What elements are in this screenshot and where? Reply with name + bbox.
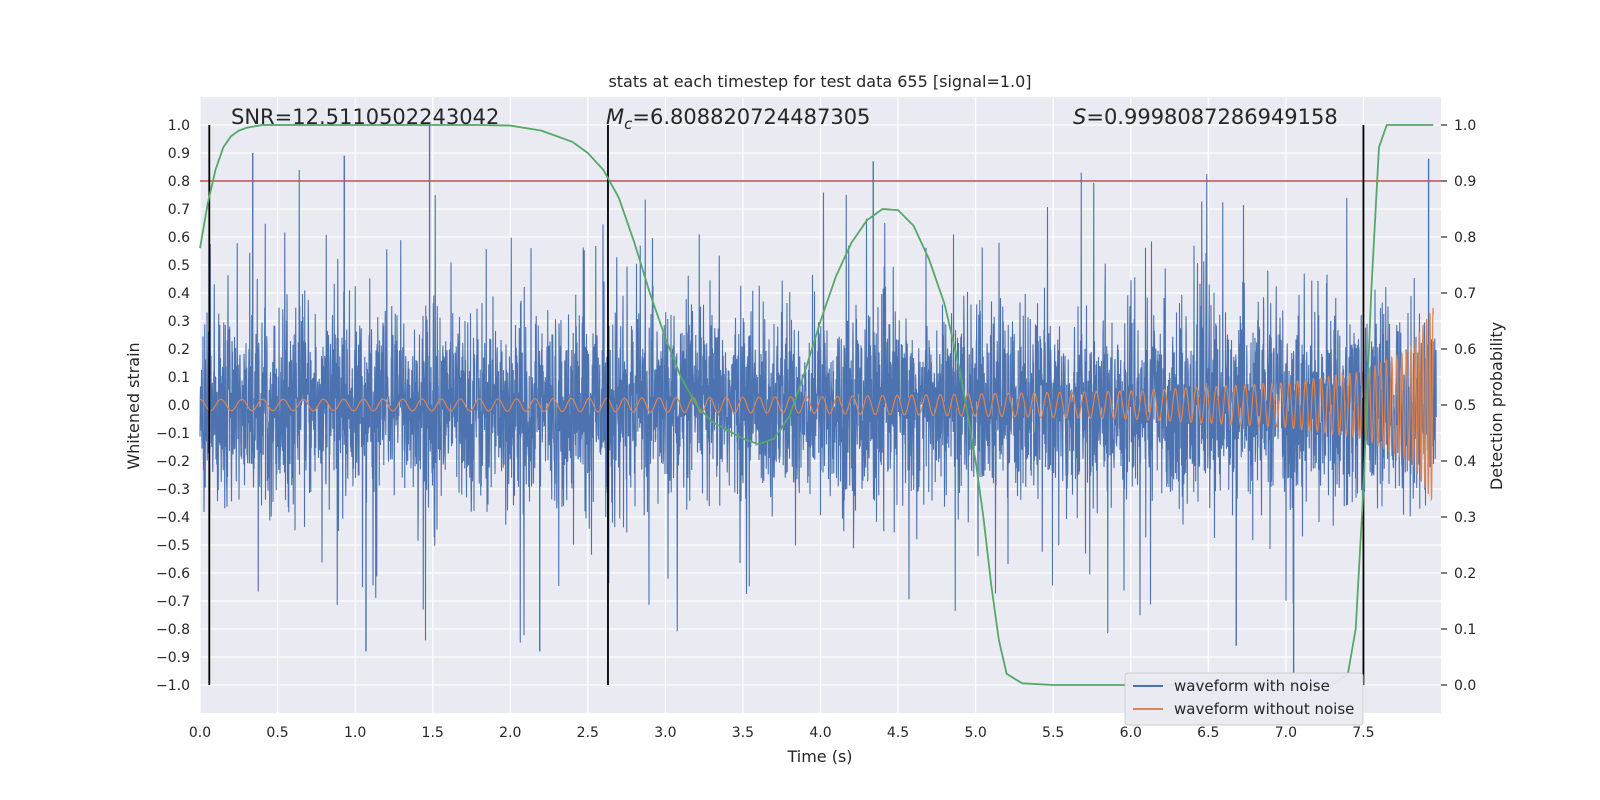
- y-tick-label: 0.2: [168, 342, 190, 358]
- x-tick-label: 2.0: [499, 725, 521, 741]
- y-tick-label: 0.8: [168, 174, 190, 190]
- x-tick-label: 0.0: [189, 725, 211, 741]
- legend: waveform with noise waveform without noi…: [1124, 672, 1364, 726]
- y-tick-label: −0.4: [156, 510, 190, 526]
- y-right-tick-label: 0.3: [1454, 510, 1476, 526]
- y-tick-label: −0.6: [156, 566, 190, 582]
- x-tick-label: 1.0: [344, 725, 366, 741]
- y-tick-label: −0.5: [156, 538, 190, 554]
- y-right-tick-label: 0.1: [1454, 622, 1476, 638]
- y-tick-label: 0.3: [168, 314, 190, 330]
- chirp-mass-subscript: c: [624, 115, 633, 133]
- chirp-mass-annotation: Mc=6.808820724487305: [606, 105, 870, 133]
- s-annotation: S=0.9998087286949158: [1073, 105, 1338, 129]
- y-right-axis-label: Detection probability: [1487, 322, 1506, 490]
- y-tick-label: 0.0: [168, 398, 190, 414]
- y-axis-label: Whitened strain: [124, 342, 143, 469]
- y-tick-label: −0.9: [156, 650, 190, 666]
- x-axis-ticks: 0.0 0.5 1.0 1.5 2.0 2.5 3.0 3.5 4.0 4.5 5.0 5.5 6.0 6…: [189, 725, 1375, 741]
- y-right-tick-label: 0.6: [1454, 342, 1476, 358]
- legend-label-clean: waveform without noise: [1174, 700, 1354, 718]
- chart-title: stats at each timestep for test data 655…: [608, 72, 1031, 91]
- y-tick-label: 0.9: [168, 146, 190, 162]
- x-tick-label: 1.5: [422, 725, 444, 741]
- y-tick-label: 0.1: [168, 370, 190, 386]
- x-tick-label: 7.5: [1352, 725, 1374, 741]
- y-tick-label: 1.0: [168, 118, 190, 134]
- series-waveform-without-noise: [200, 307, 1434, 502]
- legend-label-noise: waveform with noise: [1174, 677, 1330, 695]
- y-tick-label: 0.6: [168, 230, 190, 246]
- vertical-markers: [208, 125, 1365, 685]
- y-right-tick-label: 0.9: [1454, 174, 1476, 190]
- y-tick-label: 0.5: [168, 258, 190, 274]
- y-right-tick-label: 0.7: [1454, 286, 1476, 302]
- s-value: =0.9998087286949158: [1086, 105, 1337, 129]
- y-tick-label: 0.4: [168, 286, 190, 302]
- snr-annotation: SNR=12.5110502243042: [231, 105, 499, 129]
- x-tick-label: 7.0: [1275, 725, 1297, 741]
- series-waveform-with-noise: [199, 125, 1437, 674]
- noise-waveform-line: [199, 169, 1437, 643]
- y-right-tick-label: 0.4: [1454, 454, 1476, 470]
- x-tick-label: 3.5: [732, 725, 754, 741]
- y-right-tick-label: 0.5: [1454, 398, 1476, 414]
- y-tick-label: −0.2: [156, 454, 190, 470]
- x-tick-label: 6.5: [1197, 725, 1219, 741]
- y-axis-ticks: −1.0 −0.9 −0.8 −0.7 −0.6 −0.5 −0.4 −0.3 −0.2 −0.1…: [156, 118, 190, 694]
- x-tick-label: 0.5: [266, 725, 288, 741]
- x-tick-label: 6.0: [1120, 725, 1142, 741]
- y-tick-label: −0.3: [156, 482, 190, 498]
- y-tick-label: 0.7: [168, 202, 190, 218]
- x-tick-label: 4.0: [809, 725, 831, 741]
- legend-box: [1124, 672, 1364, 726]
- x-tick-label: 5.5: [1042, 725, 1064, 741]
- chirp-mass-symbol: M: [606, 105, 624, 129]
- x-tick-label: 3.0: [654, 725, 676, 741]
- chirp-mass-value: =6.808820724487305: [632, 105, 870, 129]
- y-tick-label: −1.0: [156, 678, 190, 694]
- s-symbol: S: [1073, 105, 1086, 129]
- y-tick-label: −0.8: [156, 622, 190, 638]
- x-tick-label: 5.0: [964, 725, 986, 741]
- y-right-tick-label: 0.0: [1454, 678, 1476, 694]
- y-right-axis-ticks: 0.0 0.1 0.2 0.3 0.4 0.5 0.6 0.7 0.8 0.9 1.0: [1441, 118, 1476, 694]
- y-right-tick-label: 1.0: [1454, 118, 1476, 134]
- y-tick-label: −0.7: [156, 594, 190, 610]
- y-right-tick-label: 0.8: [1454, 230, 1476, 246]
- y-right-tick-label: 0.2: [1454, 566, 1476, 582]
- y-tick-label: −0.1: [156, 426, 190, 442]
- x-axis-label: Time (s): [786, 747, 852, 766]
- x-tick-label: 4.5: [887, 725, 909, 741]
- x-tick-label: 2.5: [577, 725, 599, 741]
- clean-waveform-line: [200, 307, 1434, 502]
